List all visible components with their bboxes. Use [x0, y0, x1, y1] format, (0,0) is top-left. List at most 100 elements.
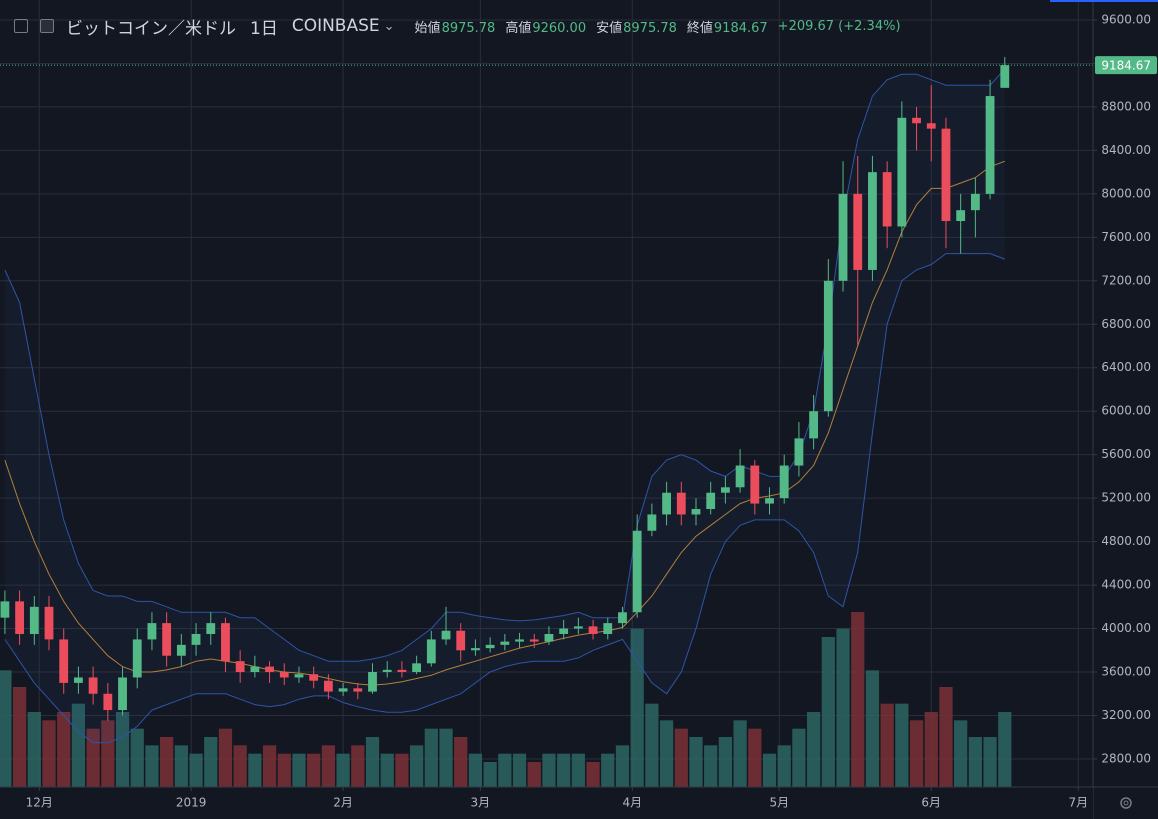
volume-bar [86, 728, 100, 787]
volume-bar [365, 737, 380, 787]
volume-bar [615, 745, 630, 787]
y-tick-label: 4000.00 [1101, 621, 1151, 635]
plot-area [0, 56, 1093, 787]
x-tick-label: 3月 [471, 796, 491, 810]
settings-icon[interactable] [1120, 797, 1132, 809]
volume-bar [645, 703, 659, 787]
volume-bar [777, 745, 791, 787]
candle-body [765, 498, 774, 504]
candle-body [868, 172, 877, 270]
y-tick-label: 8800.00 [1101, 99, 1151, 113]
candle-body [720, 487, 730, 493]
volume-bar [409, 745, 424, 787]
candle-body [103, 693, 113, 711]
volume-bar [542, 753, 556, 787]
volume-bar [748, 728, 762, 787]
candle-body [412, 663, 422, 673]
interval[interactable]: 1日 [250, 18, 278, 39]
y-tick-label: 8000.00 [1101, 186, 1151, 200]
ohlc-value: 9260.00 [532, 20, 587, 36]
volume-bar [174, 745, 188, 787]
candle-body [647, 514, 657, 531]
volume-bar [12, 687, 27, 787]
candle-body [823, 280, 833, 412]
volume-bar [851, 612, 865, 787]
candle-body [632, 530, 642, 613]
candle-body [941, 128, 951, 222]
volume-bar [998, 712, 1012, 787]
candle-body [573, 626, 583, 629]
volume-bar [27, 712, 41, 787]
gear-center[interactable] [1123, 800, 1129, 806]
candle-body [250, 666, 260, 673]
volume-bar [689, 737, 703, 787]
symbol-title[interactable]: ビットコイン／米ドル [66, 18, 236, 39]
volume-bar [865, 670, 880, 787]
candle-body [118, 677, 127, 711]
candle-body [882, 172, 892, 227]
exchange[interactable]: COINBASE [291, 16, 380, 36]
volume-bar [336, 753, 350, 787]
candle-body [1000, 65, 1010, 88]
candle-body [500, 641, 510, 645]
volume-bar [586, 762, 600, 787]
candle-body [44, 606, 54, 640]
volume-bar [468, 753, 483, 787]
ohlc-values: 始値8975.78 高値9260.00 安値8975.78 終値9184.67 [415, 17, 778, 36]
volume-bar [218, 728, 233, 787]
candle-body [559, 628, 569, 634]
volume-bar [718, 737, 733, 787]
volume-bar [630, 628, 644, 787]
volume-bar [101, 720, 115, 787]
candle-body [88, 677, 98, 694]
volume-bar [42, 720, 56, 787]
change: +209.67 (+2.34%) [777, 18, 901, 34]
candle-body [471, 648, 480, 651]
candle-body [794, 438, 804, 466]
volume-bar [527, 762, 541, 787]
volume-bar [160, 737, 174, 787]
time-axis-panel [0, 787, 1093, 819]
volume-bar [659, 720, 674, 787]
candle-body [662, 492, 671, 515]
x-tick-label: 2019 [176, 796, 207, 810]
ohlc-label: 始値 [414, 20, 441, 36]
volume-bar [601, 753, 615, 787]
last-price-tag [1095, 56, 1157, 75]
candle-body [618, 612, 627, 624]
volume-bar [351, 745, 365, 787]
candle-body [809, 411, 819, 439]
volume-bar [262, 745, 277, 787]
volume-bar [880, 703, 894, 787]
band-lower [4, 253, 1005, 744]
candle-body [485, 644, 495, 649]
volume-bar [307, 753, 321, 787]
volume-bar [836, 628, 850, 787]
last-price-label: 9184.67 [1101, 59, 1151, 73]
candle-body [529, 639, 539, 642]
volume-bar [704, 745, 718, 787]
band-upper [4, 68, 1006, 662]
y-tick-label: 5600.00 [1101, 447, 1151, 461]
ohlc-label: 安値 [596, 20, 623, 36]
ohlc-label: 高値 [505, 20, 532, 36]
y-tick-label: 6000.00 [1101, 404, 1151, 418]
volume-bar [983, 737, 997, 787]
expand-icon[interactable] [14, 19, 28, 33]
volume-bar [277, 753, 291, 787]
y-tick-label: 7600.00 [1101, 230, 1151, 244]
symbol-icon[interactable] [40, 19, 54, 33]
volume-bar [968, 737, 982, 787]
volume-bar [895, 703, 909, 787]
y-tick-label: 3200.00 [1101, 708, 1151, 722]
gear[interactable] [1120, 797, 1132, 809]
volume-bar [0, 670, 12, 787]
candle-body [162, 623, 172, 656]
candle-body [603, 623, 613, 634]
candle-body [132, 639, 142, 678]
dropdown-chevron[interactable]: ⌄ [383, 18, 395, 34]
y-tick-label: 7200.00 [1101, 273, 1151, 287]
x-tick-label: 5月 [769, 796, 789, 810]
